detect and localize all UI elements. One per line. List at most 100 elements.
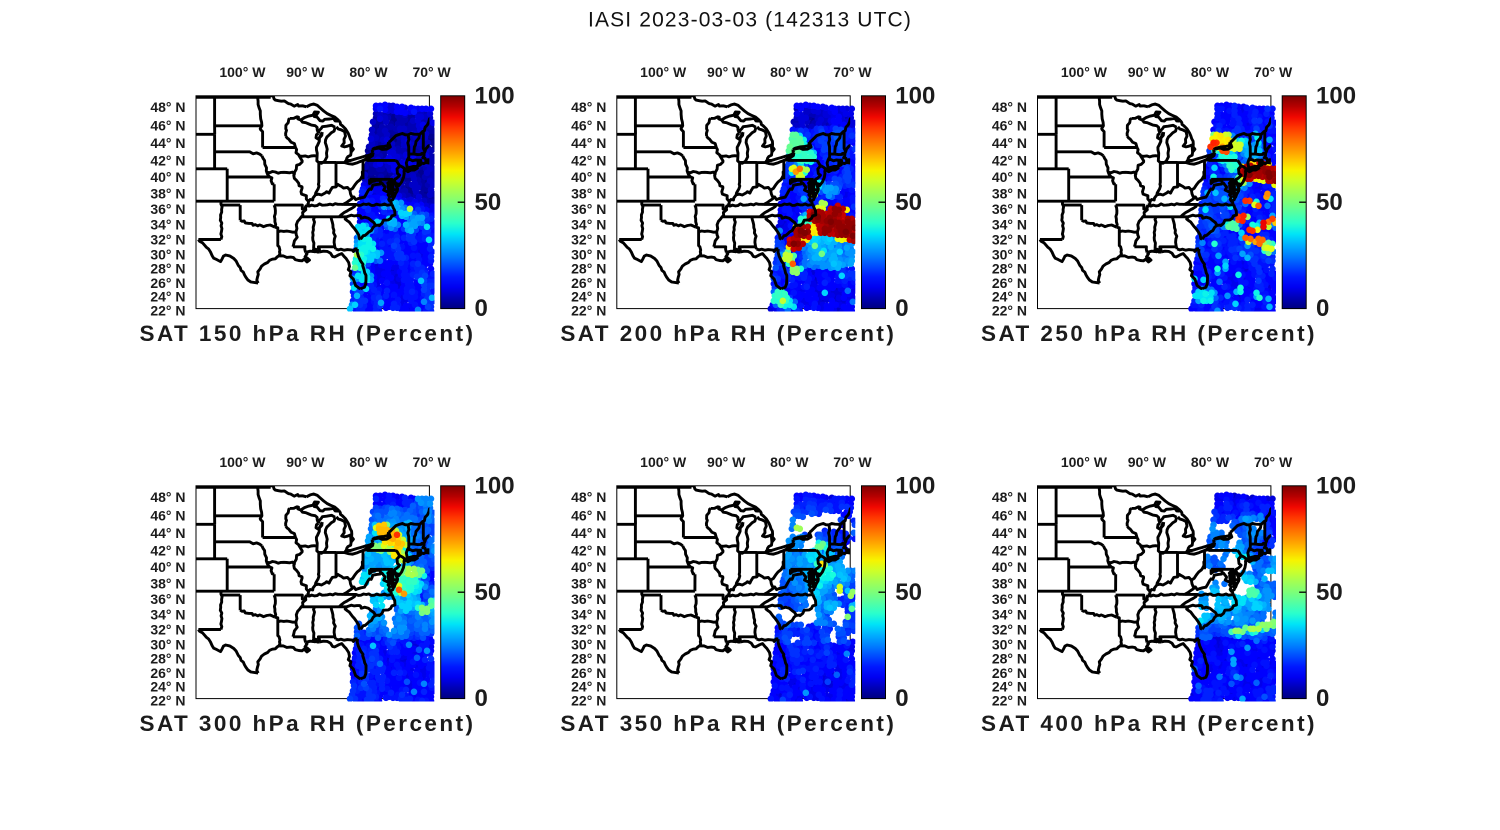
svg-text:32° N: 32° N (992, 622, 1027, 638)
svg-text:100: 100 (1316, 472, 1356, 499)
svg-text:42° N: 42° N (150, 543, 185, 559)
svg-text:90° W: 90° W (286, 64, 325, 80)
svg-text:42° N: 42° N (571, 543, 606, 559)
svg-text:42° N: 42° N (992, 153, 1027, 169)
svg-text:34° N: 34° N (571, 607, 606, 623)
svg-text:100° W: 100° W (640, 454, 687, 470)
svg-text:48° N: 48° N (150, 99, 185, 115)
svg-text:SAT 300 hPa RH (Percent): SAT 300 hPa RH (Percent) (140, 711, 476, 736)
svg-text:48° N: 48° N (571, 489, 606, 505)
svg-text:22° N: 22° N (571, 692, 606, 708)
svg-text:22° N: 22° N (571, 302, 606, 318)
svg-text:38° N: 38° N (571, 185, 606, 201)
svg-text:26° N: 26° N (150, 275, 185, 291)
svg-text:46° N: 46° N (571, 507, 606, 523)
svg-text:28° N: 28° N (150, 261, 185, 277)
svg-text:90° W: 90° W (1128, 64, 1167, 80)
svg-text:50: 50 (895, 189, 922, 216)
svg-text:70° W: 70° W (833, 64, 872, 80)
svg-text:32° N: 32° N (571, 622, 606, 638)
svg-text:34° N: 34° N (150, 607, 185, 623)
svg-text:24° N: 24° N (150, 679, 185, 695)
svg-text:70° W: 70° W (1254, 64, 1293, 80)
svg-text:80° W: 80° W (1191, 64, 1230, 80)
svg-text:36° N: 36° N (992, 201, 1027, 217)
svg-text:30° N: 30° N (571, 636, 606, 652)
svg-text:70° W: 70° W (1254, 454, 1293, 470)
svg-text:100: 100 (475, 82, 515, 109)
svg-text:80° W: 80° W (349, 64, 388, 80)
svg-text:80° W: 80° W (770, 64, 809, 80)
svg-text:24° N: 24° N (150, 289, 185, 305)
svg-text:SAT 250 hPa RH (Percent): SAT 250 hPa RH (Percent) (981, 321, 1317, 346)
svg-text:40° N: 40° N (992, 559, 1027, 575)
svg-text:44° N: 44° N (992, 135, 1027, 151)
svg-text:34° N: 34° N (992, 607, 1027, 623)
svg-text:0: 0 (1316, 295, 1329, 322)
svg-text:26° N: 26° N (571, 665, 606, 681)
svg-text:22° N: 22° N (992, 692, 1027, 708)
svg-text:38° N: 38° N (992, 185, 1027, 201)
svg-text:24° N: 24° N (571, 289, 606, 305)
svg-text:80° W: 80° W (770, 454, 809, 470)
svg-text:IASI 2023-03-03 (142313 UTC): IASI 2023-03-03 (142313 UTC) (588, 9, 912, 32)
svg-text:SAT 200 hPa RH (Percent): SAT 200 hPa RH (Percent) (560, 321, 896, 346)
svg-text:46° N: 46° N (992, 507, 1027, 523)
svg-text:42° N: 42° N (150, 153, 185, 169)
svg-text:42° N: 42° N (992, 543, 1027, 559)
svg-text:0: 0 (475, 295, 488, 322)
svg-text:30° N: 30° N (150, 246, 185, 262)
svg-text:32° N: 32° N (150, 232, 185, 248)
svg-text:100° W: 100° W (1061, 454, 1108, 470)
svg-text:24° N: 24° N (571, 679, 606, 695)
svg-text:80° W: 80° W (1191, 454, 1230, 470)
svg-text:44° N: 44° N (150, 525, 185, 541)
svg-text:26° N: 26° N (992, 275, 1027, 291)
svg-text:SAT 150 hPa RH (Percent): SAT 150 hPa RH (Percent) (140, 321, 476, 346)
svg-text:34° N: 34° N (150, 217, 185, 233)
svg-text:40° N: 40° N (571, 169, 606, 185)
svg-text:26° N: 26° N (992, 665, 1027, 681)
svg-text:38° N: 38° N (992, 575, 1027, 591)
svg-text:48° N: 48° N (992, 489, 1027, 505)
svg-text:50: 50 (475, 189, 502, 216)
svg-text:48° N: 48° N (150, 489, 185, 505)
svg-text:28° N: 28° N (150, 651, 185, 667)
svg-text:36° N: 36° N (150, 201, 185, 217)
svg-text:34° N: 34° N (992, 217, 1027, 233)
svg-text:50: 50 (895, 579, 922, 606)
svg-text:40° N: 40° N (150, 559, 185, 575)
svg-text:100: 100 (895, 82, 935, 109)
svg-text:50: 50 (1316, 189, 1343, 216)
svg-text:46° N: 46° N (150, 117, 185, 133)
svg-text:34° N: 34° N (571, 217, 606, 233)
svg-text:32° N: 32° N (571, 232, 606, 248)
svg-text:100° W: 100° W (219, 454, 266, 470)
svg-text:30° N: 30° N (571, 246, 606, 262)
svg-text:70° W: 70° W (412, 454, 451, 470)
svg-text:44° N: 44° N (571, 135, 606, 151)
svg-text:40° N: 40° N (992, 169, 1027, 185)
svg-text:0: 0 (895, 295, 908, 322)
svg-text:48° N: 48° N (992, 99, 1027, 115)
svg-text:70° W: 70° W (412, 64, 451, 80)
svg-text:90° W: 90° W (286, 454, 325, 470)
svg-text:46° N: 46° N (571, 117, 606, 133)
svg-text:70° W: 70° W (833, 454, 872, 470)
svg-text:38° N: 38° N (150, 185, 185, 201)
svg-text:80° W: 80° W (349, 454, 388, 470)
svg-text:90° W: 90° W (707, 64, 746, 80)
svg-text:30° N: 30° N (992, 636, 1027, 652)
svg-text:SAT 400 hPa RH (Percent): SAT 400 hPa RH (Percent) (981, 711, 1317, 736)
svg-text:38° N: 38° N (150, 575, 185, 591)
svg-text:24° N: 24° N (992, 289, 1027, 305)
svg-text:44° N: 44° N (150, 135, 185, 151)
svg-text:22° N: 22° N (992, 302, 1027, 318)
svg-text:36° N: 36° N (571, 591, 606, 607)
svg-text:100: 100 (1316, 82, 1356, 109)
svg-text:90° W: 90° W (707, 454, 746, 470)
svg-text:26° N: 26° N (150, 665, 185, 681)
svg-text:50: 50 (475, 579, 502, 606)
svg-text:48° N: 48° N (571, 99, 606, 115)
svg-text:42° N: 42° N (571, 153, 606, 169)
